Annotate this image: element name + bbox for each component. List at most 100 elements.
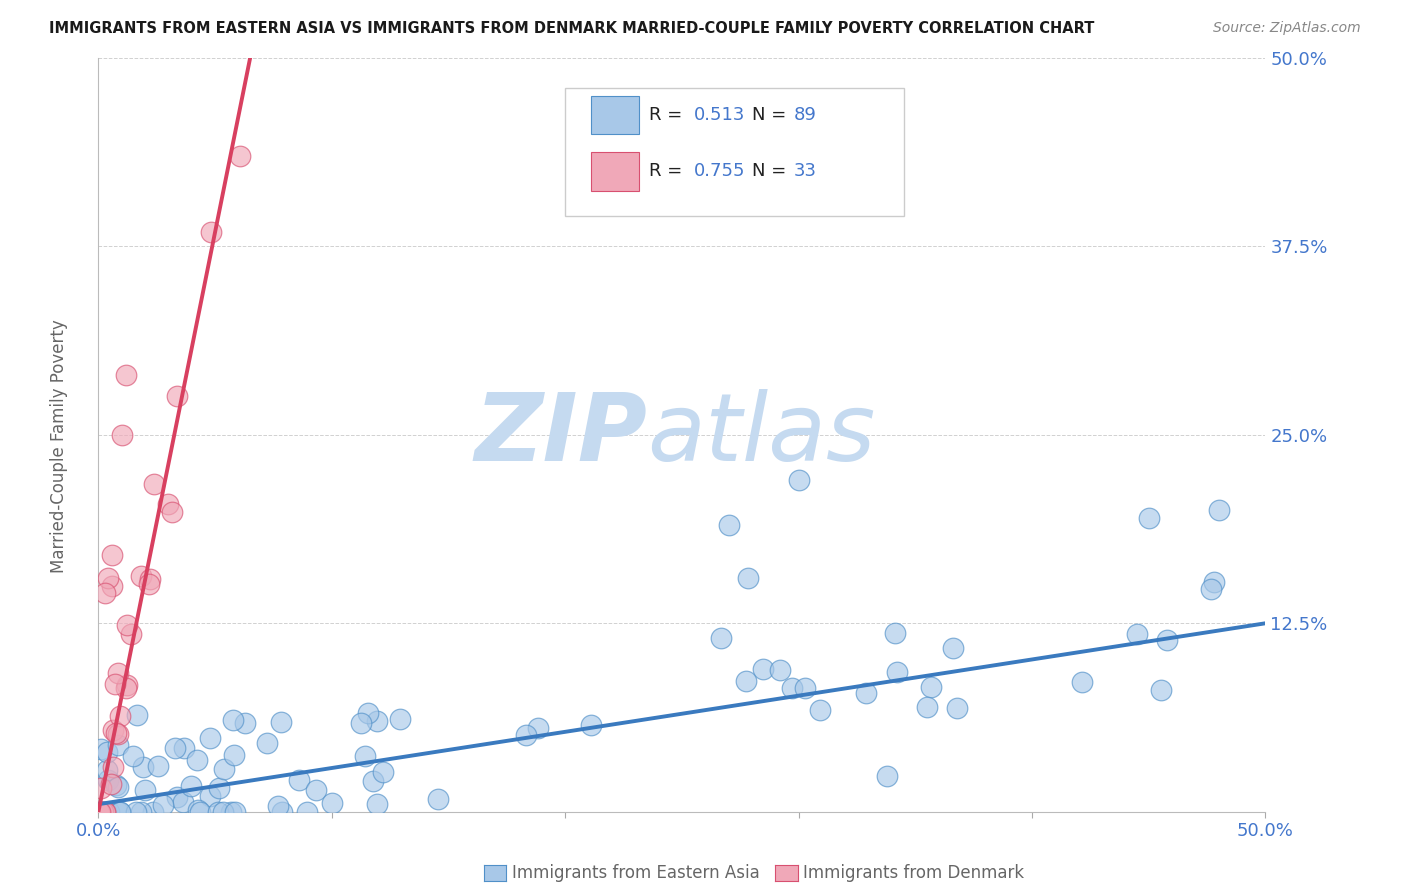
Text: ZIP: ZIP bbox=[474, 389, 647, 481]
Point bbox=[212, 762, 235, 776]
Point bbox=[219, 805, 242, 819]
Point bbox=[89, 805, 111, 819]
Point bbox=[884, 625, 907, 640]
Point bbox=[1199, 582, 1222, 597]
Point bbox=[96, 763, 118, 777]
Point bbox=[129, 569, 152, 583]
Point bbox=[107, 726, 129, 740]
Point bbox=[1150, 682, 1173, 697]
Point bbox=[127, 708, 149, 723]
Text: N =: N = bbox=[752, 106, 792, 124]
Point bbox=[1202, 575, 1225, 590]
Point bbox=[180, 780, 202, 794]
Point bbox=[186, 752, 208, 766]
Point bbox=[361, 774, 384, 789]
Point bbox=[89, 805, 111, 819]
Point bbox=[709, 631, 731, 645]
Point bbox=[107, 805, 129, 819]
Point bbox=[96, 745, 118, 759]
Point bbox=[111, 427, 134, 442]
Point bbox=[942, 640, 965, 655]
Point bbox=[165, 740, 187, 755]
Point bbox=[132, 759, 155, 773]
Point bbox=[855, 686, 877, 700]
Point bbox=[321, 796, 343, 810]
Point bbox=[91, 805, 114, 819]
Point bbox=[173, 741, 195, 756]
Point bbox=[207, 805, 229, 819]
Text: R =: R = bbox=[650, 106, 688, 124]
Point bbox=[1137, 510, 1160, 524]
Point bbox=[131, 805, 153, 819]
Point bbox=[94, 805, 117, 819]
Point bbox=[107, 780, 129, 794]
Text: atlas: atlas bbox=[647, 389, 875, 481]
Point bbox=[366, 714, 388, 729]
Text: Immigrants from Eastern Asia: Immigrants from Eastern Asia bbox=[512, 864, 759, 882]
Point bbox=[142, 476, 165, 491]
Point bbox=[188, 805, 211, 819]
Point bbox=[579, 718, 602, 732]
Point bbox=[222, 713, 245, 727]
Point bbox=[295, 805, 318, 819]
Point bbox=[780, 681, 803, 695]
Point bbox=[915, 699, 938, 714]
Point bbox=[108, 805, 131, 819]
Point bbox=[142, 805, 165, 819]
Point bbox=[90, 742, 112, 756]
Point bbox=[160, 505, 183, 519]
Point bbox=[121, 748, 143, 763]
Point bbox=[357, 706, 380, 721]
Point bbox=[787, 473, 810, 487]
Point bbox=[211, 805, 233, 819]
Text: Married-Couple Family Poverty: Married-Couple Family Poverty bbox=[51, 319, 67, 573]
Point bbox=[103, 760, 125, 774]
Point bbox=[94, 805, 117, 819]
Point bbox=[373, 765, 395, 780]
Text: 89: 89 bbox=[794, 106, 817, 124]
Point bbox=[305, 782, 328, 797]
Point bbox=[117, 678, 139, 692]
Text: 0.513: 0.513 bbox=[693, 106, 745, 124]
Point bbox=[769, 663, 792, 677]
Point bbox=[115, 368, 138, 382]
Point bbox=[90, 780, 112, 795]
Point bbox=[172, 795, 194, 809]
Point bbox=[90, 805, 112, 819]
Point bbox=[124, 805, 146, 819]
Point bbox=[1126, 627, 1149, 641]
Point bbox=[389, 712, 412, 726]
Point bbox=[90, 805, 112, 819]
Point bbox=[224, 747, 246, 762]
Point bbox=[886, 665, 908, 679]
Point bbox=[101, 549, 124, 563]
Point bbox=[115, 681, 138, 696]
FancyBboxPatch shape bbox=[591, 95, 638, 134]
Point bbox=[1156, 632, 1178, 647]
Point bbox=[200, 731, 222, 745]
Text: R =: R = bbox=[650, 162, 688, 180]
Point bbox=[105, 778, 128, 792]
Point bbox=[224, 805, 246, 819]
Text: 0.755: 0.755 bbox=[693, 162, 745, 180]
Text: Immigrants from Denmark: Immigrants from Denmark bbox=[803, 864, 1025, 882]
Point bbox=[187, 804, 209, 818]
Point bbox=[107, 665, 129, 680]
Point bbox=[107, 738, 129, 752]
Text: Source: ZipAtlas.com: Source: ZipAtlas.com bbox=[1213, 21, 1361, 35]
Point bbox=[138, 577, 160, 591]
Point bbox=[94, 586, 117, 600]
Point bbox=[876, 769, 898, 783]
Point bbox=[737, 571, 759, 585]
Text: 33: 33 bbox=[794, 162, 817, 180]
Point bbox=[229, 149, 252, 163]
Point bbox=[108, 709, 131, 723]
Point bbox=[267, 798, 290, 813]
Point bbox=[139, 572, 162, 586]
Point bbox=[256, 736, 278, 750]
Point bbox=[515, 728, 537, 742]
Text: N =: N = bbox=[752, 162, 792, 180]
Point bbox=[793, 681, 815, 695]
Point bbox=[97, 773, 120, 788]
Point bbox=[946, 701, 969, 715]
